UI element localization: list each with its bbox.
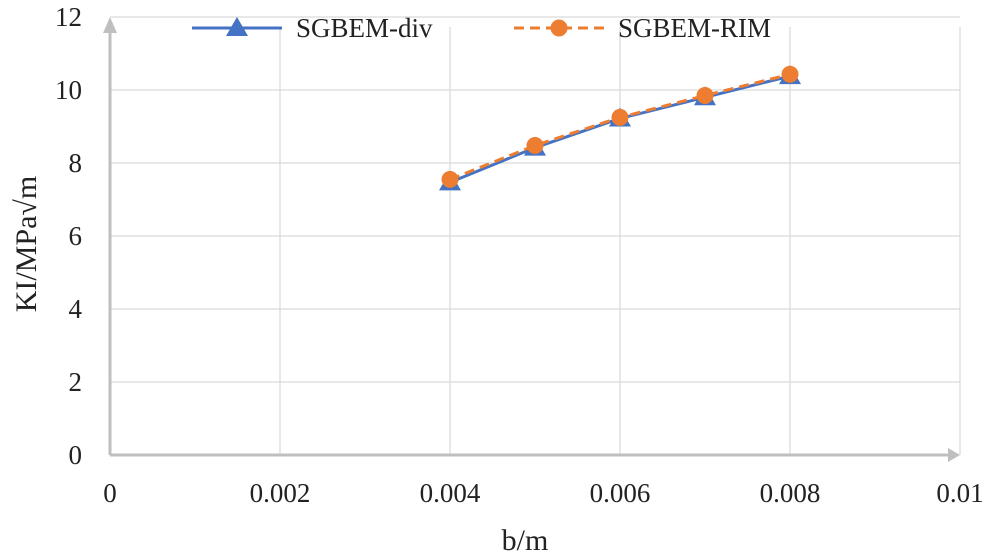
x-tick-label: 0.01 — [936, 478, 983, 508]
y-tick-label: 0 — [69, 440, 83, 470]
x-tick-label: 0.004 — [420, 478, 481, 508]
y-axis-title: KI/MPa√m — [10, 176, 43, 312]
gridlines — [110, 16, 961, 455]
tick-labels: 0 2 4 6 8 10 12 0 0.002 0.004 0.006 0.008 0.01 — [55, 2, 984, 508]
y-tick-label: 8 — [69, 148, 83, 178]
data-point — [441, 170, 459, 188]
y-tick-label: 6 — [69, 221, 83, 251]
y-tick-label: 4 — [69, 294, 83, 324]
legend-item: SGBEM-RIM — [514, 13, 771, 43]
y-axis-arrow — [103, 17, 117, 33]
legend-marker — [226, 17, 248, 36]
legend-label: SGBEM-div — [296, 13, 433, 43]
series-sgbem-rim — [441, 65, 799, 188]
series-layer — [439, 65, 801, 191]
legend-item: SGBEM-div — [192, 13, 433, 43]
y-tick-label: 10 — [55, 75, 82, 105]
x-axis-arrow — [948, 448, 960, 462]
legend: SGBEM-div SGBEM-RIM — [192, 13, 771, 43]
legend-label: SGBEM-RIM — [618, 13, 771, 43]
x-tick-label: 0.008 — [760, 478, 821, 508]
legend-marker — [550, 19, 568, 37]
data-point — [696, 86, 714, 104]
y-tick-label: 2 — [69, 367, 83, 397]
axes — [103, 17, 960, 462]
x-tick-label: 0.006 — [590, 478, 651, 508]
x-tick-label: 0.002 — [250, 478, 311, 508]
x-tick-label: 0 — [103, 478, 117, 508]
data-point — [526, 136, 544, 154]
x-axis-title: b/m — [502, 524, 549, 557]
data-point — [611, 108, 629, 126]
data-point — [781, 65, 799, 83]
y-tick-label: 12 — [55, 2, 82, 32]
